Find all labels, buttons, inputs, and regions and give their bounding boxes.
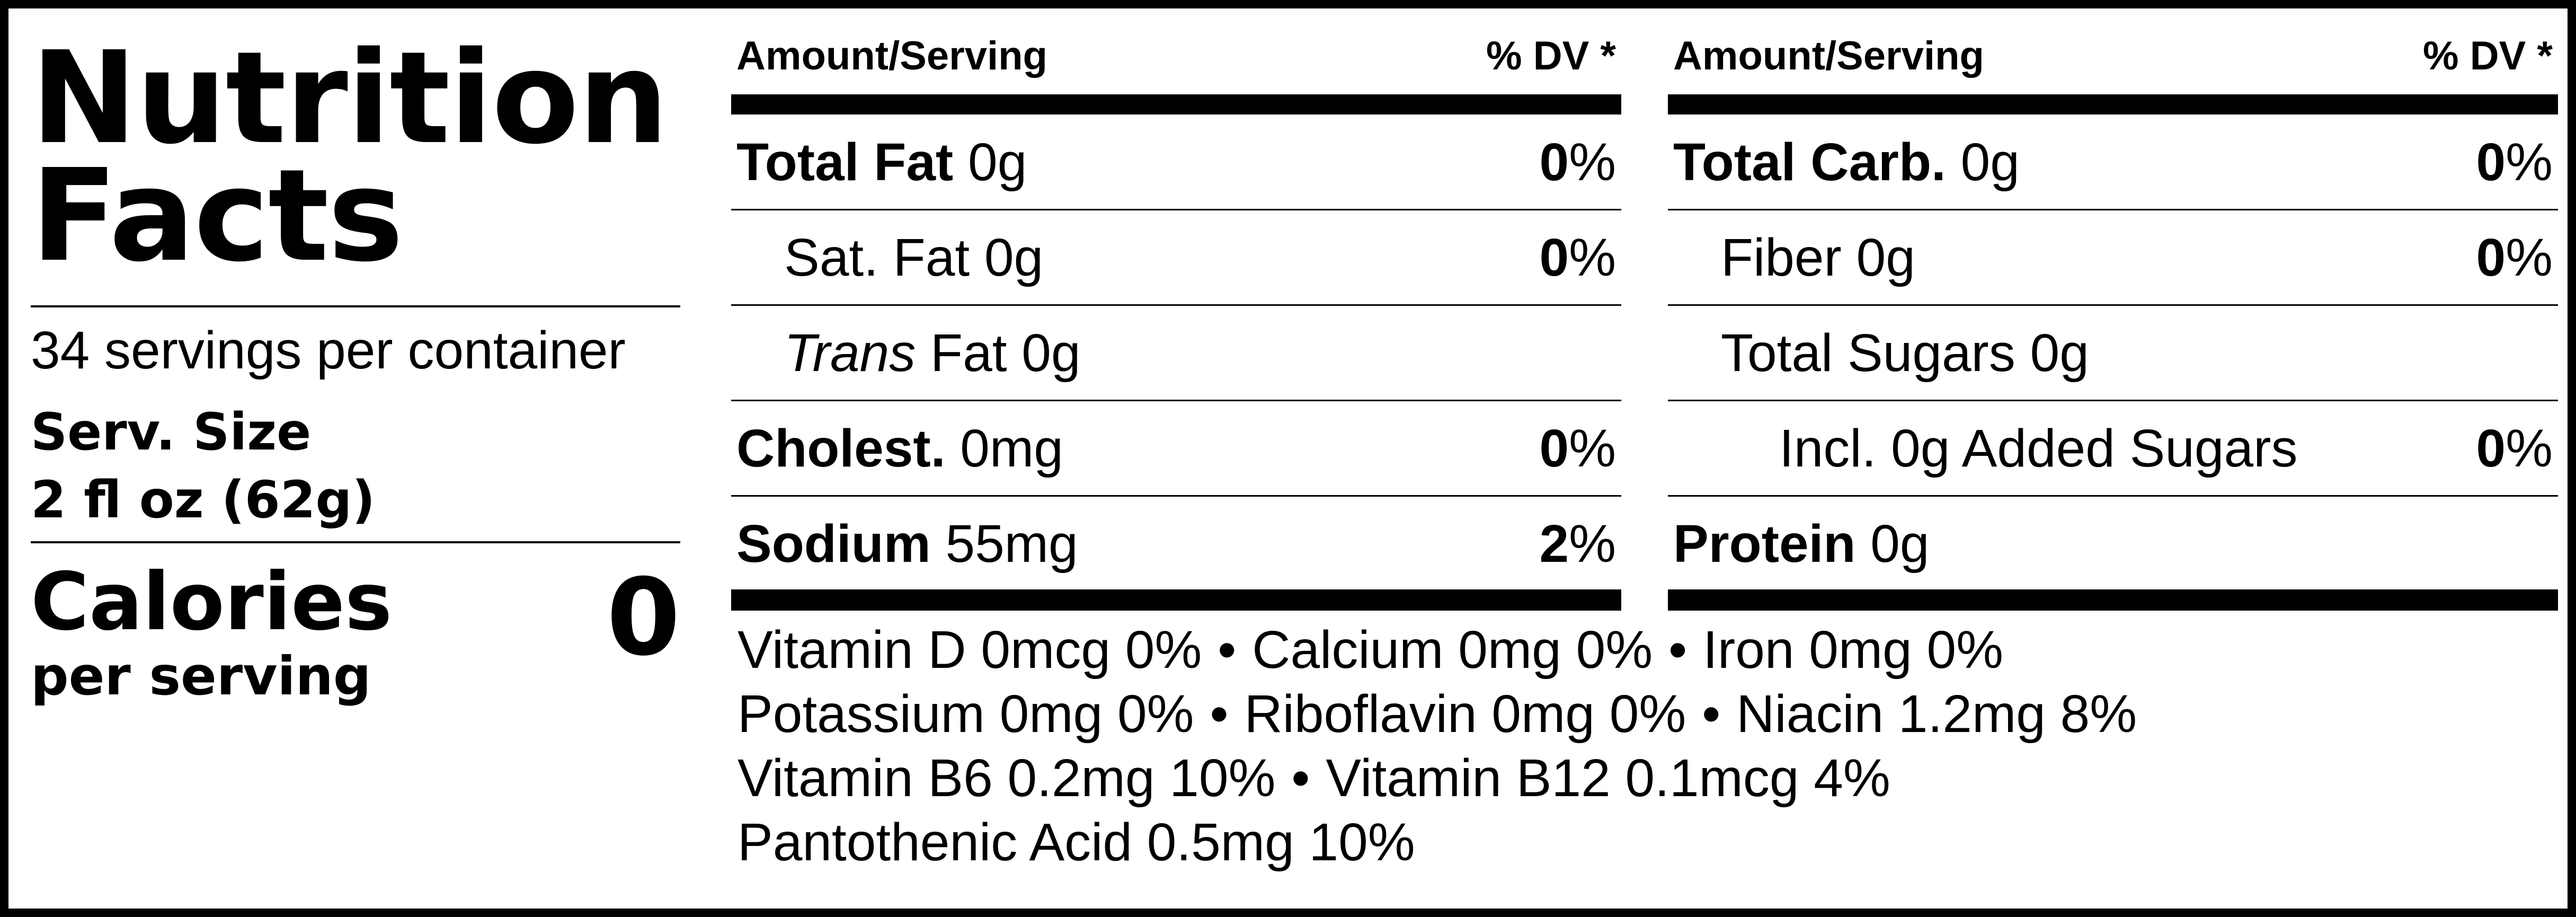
nutrient-dv-unit: % xyxy=(1569,228,1616,287)
footer-thick-bar xyxy=(1668,589,2558,611)
nutrient-dv-unit: % xyxy=(1569,133,1616,192)
serving-size-value: 2 fl oz (62g) xyxy=(31,470,376,530)
nutrient-name: Fat 0g xyxy=(930,323,1081,383)
vitamin-item: Iron 0mg 0% xyxy=(1703,620,2004,680)
nutrient-amount: 0mg xyxy=(960,419,1063,478)
nutrient-row-total-fat: Total Fat 0g 0% xyxy=(731,114,1621,210)
footer-thick-bar xyxy=(731,589,1621,611)
nutrient-name-italic: Trans xyxy=(784,323,916,383)
nutrient-table-right: Amount/Serving % DV * Total Carb. 0g 0% … xyxy=(1668,8,2558,623)
label-summary-column: Nutrition Facts 34 servings per containe… xyxy=(31,8,680,917)
serving-divider xyxy=(31,541,680,543)
nutrient-row-fiber: Fiber 0g 0% xyxy=(1668,210,2558,305)
nutrient-row-sodium: Sodium 55mg 2% xyxy=(731,496,1621,592)
nutrient-row-added-sugars: Incl. 0g Added Sugars 0% xyxy=(1668,401,2558,496)
bullet-separator: • xyxy=(1218,620,1237,680)
nutrient-dv-number: 0 xyxy=(1539,228,1569,287)
daily-value-header: % DV * xyxy=(2423,33,2553,78)
title-line-1: Nutrition xyxy=(31,24,669,172)
row-divider xyxy=(1668,495,2558,497)
vitamin-line: Potassium 0mg 0% • Riboflavin 0mg 0% • Niaci… xyxy=(738,682,2560,746)
nutrient-dv-unit: % xyxy=(2506,133,2553,192)
row-divider xyxy=(731,209,1621,210)
nutrient-name: Total Carb. xyxy=(1673,133,1946,192)
row-divider xyxy=(1668,209,2558,210)
nutrient-amount: 0g xyxy=(968,133,1027,192)
nutrient-name: Sat. Fat 0g xyxy=(784,228,1044,287)
bullet-separator: • xyxy=(1668,620,1687,680)
bullet-separator: • xyxy=(1291,748,1310,808)
nutrient-name: Protein xyxy=(1673,514,1856,574)
nutrient-name: Incl. 0g Added Sugars xyxy=(1779,419,2298,478)
vitamin-line: Pantothenic Acid 0.5mg 10% xyxy=(738,810,2560,875)
serving-size-label: Serv. Size xyxy=(31,402,312,462)
vitamin-item: Niacin 1.2mg 8% xyxy=(1736,684,2137,744)
row-divider xyxy=(1668,304,2558,306)
vitamin-item: Riboflavin 0mg 0% xyxy=(1244,684,1686,744)
nutrient-row-protein: Protein 0g xyxy=(1668,496,2558,592)
title-divider xyxy=(31,305,680,307)
label-title: Nutrition Facts xyxy=(31,24,680,290)
nutrient-amount: 0g xyxy=(1870,514,1930,574)
nutrient-row-total-carbohydrate: Total Carb. 0g 0% xyxy=(1668,114,2558,210)
nutrient-dv-number: 0 xyxy=(2476,419,2506,478)
row-divider xyxy=(1668,400,2558,401)
calories-per-serving-label: per serving xyxy=(31,645,371,707)
vitamin-item: Pantothenic Acid 0.5mg 10% xyxy=(738,813,1415,872)
nutrient-dv-number: 2 xyxy=(1539,514,1569,574)
nutrient-dv-unit: % xyxy=(1569,419,1616,478)
nutrient-amount: 0g xyxy=(1960,133,2020,192)
nutrient-row-total-sugars: Total Sugars 0g xyxy=(1668,305,2558,401)
vitamin-item: Calcium 0mg 0% xyxy=(1252,620,1653,680)
daily-value-header: % DV * xyxy=(1486,33,1616,78)
nutrient-row-saturated-fat: Sat. Fat 0g 0% xyxy=(731,210,1621,305)
calories-value: 0 xyxy=(606,556,680,680)
servings-per-container: 34 servings per container xyxy=(31,321,626,380)
nutrient-dv-unit: % xyxy=(1569,514,1616,574)
vitamin-line: Vitamin B6 0.2mg 10% • Vitamin B12 0.1mcg … xyxy=(738,746,2560,810)
vitamin-item: Vitamin B12 0.1mcg 4% xyxy=(1326,748,1890,808)
bullet-separator: • xyxy=(1210,684,1229,744)
nutrient-dv-number: 0 xyxy=(1539,133,1569,192)
vitamin-item: Vitamin B6 0.2mg 10% xyxy=(738,748,1276,808)
nutrient-dv-number: 0 xyxy=(2476,228,2506,287)
row-divider xyxy=(731,495,1621,497)
calories-label: Calories xyxy=(31,556,393,648)
nutrient-name: Cholest. xyxy=(736,419,946,478)
nutrient-dv-unit: % xyxy=(2506,228,2553,287)
nutrient-dv-number: 0 xyxy=(1539,419,1569,478)
amount-per-serving-header: Amount/Serving xyxy=(1673,33,1984,78)
bullet-separator: • xyxy=(1702,684,1721,744)
nutrient-table-left: Amount/Serving % DV * Total Fat 0g 0% Sa… xyxy=(731,8,1621,623)
nutrient-amount: 55mg xyxy=(945,514,1078,574)
vitamin-line: Vitamin D 0mcg 0% • Calcium 0mg 0% • Iron 0m… xyxy=(738,618,2560,682)
header-thick-bar xyxy=(1668,94,2558,114)
serving-size: Serv. Size 2 fl oz (62g) xyxy=(31,398,375,534)
nutrient-name: Total Fat xyxy=(736,133,954,192)
vitamin-item: Vitamin D 0mcg 0% xyxy=(738,620,1202,680)
nutrient-name: Total Sugars 0g xyxy=(1721,323,2089,383)
nutrient-name: Sodium xyxy=(736,514,931,574)
nutrient-dv-unit: % xyxy=(2506,419,2553,478)
title-line-2: Facts xyxy=(31,142,404,290)
row-divider xyxy=(731,400,1621,401)
amount-per-serving-header: Amount/Serving xyxy=(736,33,1047,78)
header-thick-bar xyxy=(731,94,1621,114)
vitamins-minerals-list: Vitamin D 0mcg 0% • Calcium 0mg 0% • Iron 0m… xyxy=(738,618,2560,875)
nutrient-name: Fiber 0g xyxy=(1721,228,1915,287)
row-divider xyxy=(731,304,1621,306)
nutrient-row-trans-fat: Trans Fat 0g xyxy=(731,305,1621,401)
vitamin-item: Potassium 0mg 0% xyxy=(738,684,1194,744)
nutrient-row-cholesterol: Cholest. 0mg 0% xyxy=(731,401,1621,496)
nutrient-dv-number: 0 xyxy=(2476,133,2506,192)
